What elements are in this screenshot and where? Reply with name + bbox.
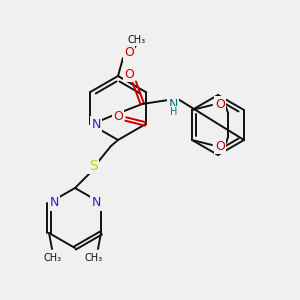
Text: O: O [124,46,134,59]
Text: CH₃: CH₃ [85,253,103,263]
Text: N: N [169,98,178,110]
Text: N: N [92,118,101,130]
Text: S: S [88,159,98,173]
Text: CH₃: CH₃ [128,35,146,45]
Text: H: H [169,107,177,117]
Text: O: O [113,110,123,124]
Text: O: O [124,68,134,80]
Text: N: N [49,196,59,209]
Text: O: O [215,98,225,110]
Text: O: O [215,140,225,152]
Text: CH₃: CH₃ [44,253,62,263]
Text: N: N [91,196,101,209]
